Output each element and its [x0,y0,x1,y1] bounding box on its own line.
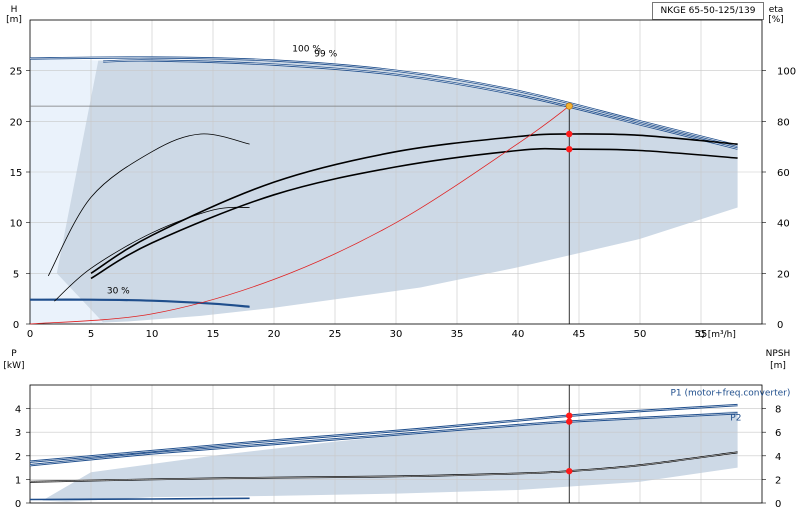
curve-lower-inner-1 [29,413,738,466]
operating-range-lower [42,411,738,502]
x-tick-label-11: 55 [695,329,708,340]
x-axis-label: Q [m³/h] [698,330,736,340]
curve-upper-4 [90,147,738,280]
curve-upper-inner-0 [29,57,738,146]
y-right-tick-lower-1: 2 [775,475,781,486]
y-left-tick-upper-2: 10 [10,219,23,230]
y-left-tick-upper-5: 25 [10,67,23,78]
y-left-tick-lower-2: 2 [15,452,21,463]
duty-point-marker [565,102,573,110]
y-left-tick-upper-1: 5 [13,269,19,280]
x-tick-label-7: 35 [451,329,464,340]
annotation-99: 99 % [314,49,337,59]
curve-upper-5 [54,206,250,302]
y-right-tick-lower-4: 8 [775,405,781,416]
x-tick-label-1: 5 [88,329,94,340]
x-tick-label-4: 20 [268,329,281,340]
y-right-label-lower: NPSH [766,349,791,359]
y-left-tick-lower-0: 0 [15,499,21,510]
y-left-tick-upper-0: 0 [13,320,19,331]
y-right-tick-upper-4: 80 [777,117,790,128]
curve-upper-7 [29,105,570,325]
operating-range-upper [56,59,738,323]
x-tick-label-2: 10 [146,329,159,340]
y-right-tick-lower-3: 6 [775,428,781,439]
y-right-tick-upper-3: 60 [777,168,790,179]
curve-upper-6 [47,133,250,277]
y-right-tick-upper-1: 20 [777,269,790,280]
y-right-tick-upper-5: 100 [777,67,796,78]
y-right-unit-upper: [%] [768,15,784,25]
curve-lower-inner-2 [29,452,738,483]
x-tick-label-0: 0 [27,329,33,340]
curve-lower-inner-0 [29,404,738,462]
x-tick-label-6: 30 [390,329,403,340]
y-right-tick-lower-0: 0 [775,499,781,510]
y-left-unit-lower: [kW] [3,361,24,371]
y-left-tick-lower-3: 3 [15,428,21,439]
pump-model-label: NKGE 65-50-125/139 [652,2,764,20]
x-tick-label-3: 15 [207,329,220,340]
y-left-unit-upper: [m] [6,15,22,25]
y-left-tick-lower-4: 4 [15,405,21,416]
curve-upper-inner-1 [103,60,738,149]
annotation-100: 100 % [292,44,321,54]
curve-upper-3 [90,133,738,274]
eta-marker-2 [566,146,573,153]
x-tick-label-10: 50 [634,329,647,340]
curve-upper-2 [29,298,250,308]
x-tick-label-5: 25 [329,329,342,340]
legend-p2: P2 [730,413,741,423]
annotation-30: 30 % [107,287,130,297]
y-right-tick-upper-2: 40 [777,219,790,230]
npsh-marker-0 [566,467,573,475]
eta-marker-1 [566,130,573,138]
y-left-tick-upper-3: 15 [10,168,23,179]
y-right-tick-lower-2: 4 [775,452,781,463]
lower-plot-frame [29,384,763,504]
y-left-tick-upper-4: 20 [10,117,23,128]
power-marker-1 [566,418,573,425]
curve-lower-3 [29,497,250,501]
y-left-label-upper: H [11,5,18,15]
y-left-tick-lower-1: 1 [15,475,21,486]
y-right-unit-lower: [m] [770,361,786,371]
y-left-label-lower: P [11,349,17,359]
y-right-tick-upper-0: 0 [777,320,783,331]
power-marker-0 [566,412,573,419]
y-right-label-upper: eta [769,5,784,15]
x-tick-label-8: 40 [512,329,525,340]
legend-p1: P1 (motor+freq.converter) [671,389,791,399]
x-tick-label-9: 45 [573,329,586,340]
